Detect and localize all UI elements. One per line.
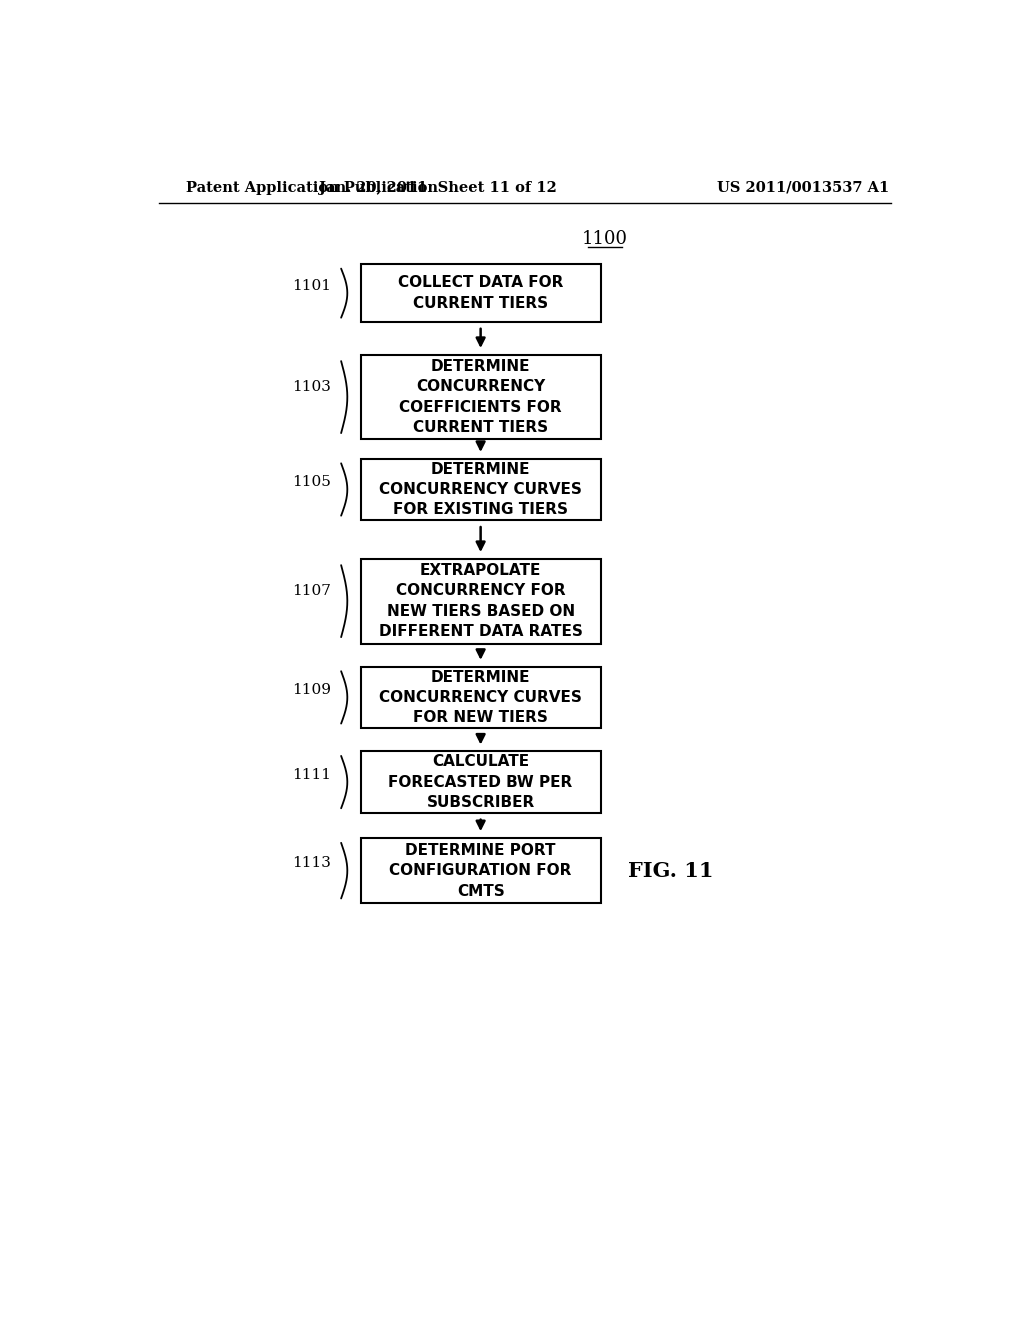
Text: 1105: 1105: [292, 475, 331, 490]
Text: DETERMINE PORT
CONFIGURATION FOR
CMTS: DETERMINE PORT CONFIGURATION FOR CMTS: [389, 842, 571, 899]
Text: US 2011/0013537 A1: US 2011/0013537 A1: [717, 181, 889, 194]
Text: CALCULATE
FORECASTED BW PER
SUBSCRIBER: CALCULATE FORECASTED BW PER SUBSCRIBER: [388, 754, 572, 810]
Text: DETERMINE
CONCURRENCY
COEFFICIENTS FOR
CURRENT TIERS: DETERMINE CONCURRENCY COEFFICIENTS FOR C…: [399, 359, 562, 436]
Bar: [360, 751, 601, 813]
Text: 1101: 1101: [292, 280, 331, 293]
Text: 1109: 1109: [292, 682, 331, 697]
Text: DETERMINE
CONCURRENCY CURVES
FOR NEW TIERS: DETERMINE CONCURRENCY CURVES FOR NEW TIE…: [379, 669, 582, 725]
Bar: [360, 558, 601, 644]
Text: Patent Application Publication: Patent Application Publication: [186, 181, 438, 194]
Bar: [360, 667, 601, 729]
Text: Jan. 20, 2011  Sheet 11 of 12: Jan. 20, 2011 Sheet 11 of 12: [319, 181, 557, 194]
Text: 1111: 1111: [292, 768, 331, 781]
Text: DETERMINE
CONCURRENCY CURVES
FOR EXISTING TIERS: DETERMINE CONCURRENCY CURVES FOR EXISTIN…: [379, 462, 582, 517]
Bar: [360, 264, 601, 322]
Bar: [360, 838, 601, 903]
Text: 1107: 1107: [292, 583, 331, 598]
Text: EXTRAPOLATE
CONCURRENCY FOR
NEW TIERS BASED ON
DIFFERENT DATA RATES: EXTRAPOLATE CONCURRENCY FOR NEW TIERS BA…: [379, 564, 583, 639]
Text: 1103: 1103: [292, 380, 331, 393]
Bar: [360, 459, 601, 520]
Text: COLLECT DATA FOR
CURRENT TIERS: COLLECT DATA FOR CURRENT TIERS: [398, 276, 563, 310]
Bar: [360, 355, 601, 440]
Text: FIG. 11: FIG. 11: [628, 861, 714, 880]
Text: 1100: 1100: [582, 230, 628, 248]
Text: 1113: 1113: [292, 855, 331, 870]
